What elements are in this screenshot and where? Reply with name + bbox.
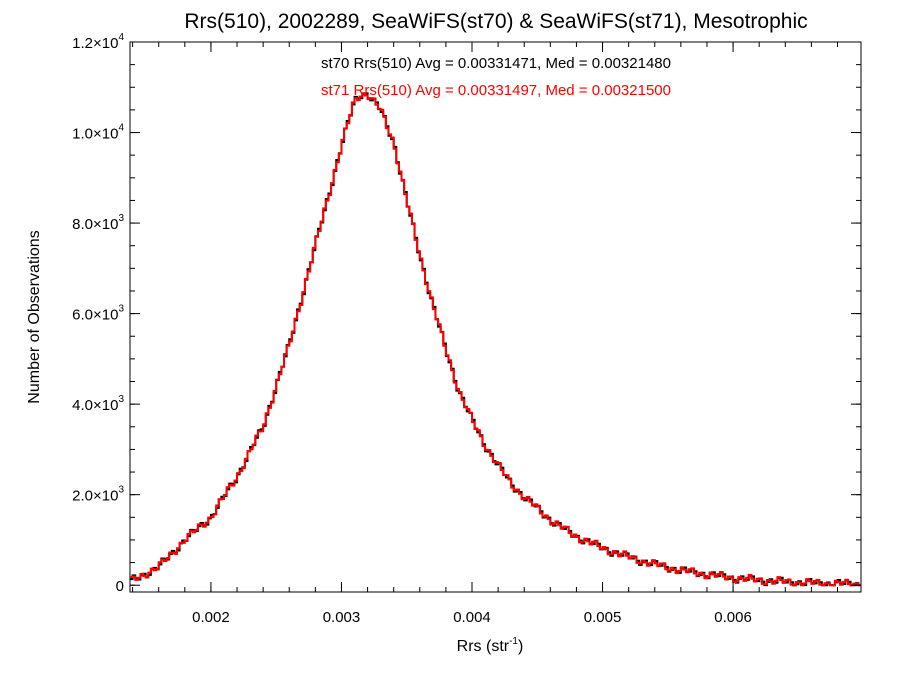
x-tick-label: 0.004 (453, 609, 491, 626)
axis-ticks: 0.002 0.003 0.004 0.005 0.006 0 2.0×103 4.0×103… (72, 32, 861, 626)
x-axis-label-text: Rrs (str (457, 638, 510, 655)
x-axis-label-sup: -1 (509, 636, 518, 647)
histogram-series-st70 (130, 92, 861, 587)
x-tick-label: 0.003 (323, 609, 361, 626)
y-tick-label: 1.0×104 (72, 123, 124, 143)
series-layer (130, 92, 861, 587)
annotation-st71: st71 Rrs(510) Avg = 0.00331497, Med = 0.… (321, 82, 671, 99)
annotation-st70: st70 Rrs(510) Avg = 0.00331471, Med = 0.… (321, 55, 671, 72)
x-tick-label: 0.006 (714, 609, 752, 626)
x-tick-label: 0.005 (584, 609, 622, 626)
y-tick-label: 8.0×103 (72, 213, 124, 233)
x-axis-label: Rrs (str-1) (457, 636, 524, 655)
x-tick-label: 0.002 (192, 609, 230, 626)
y-tick-label: 1.2×104 (72, 32, 124, 52)
histogram-series-st71 (130, 92, 861, 587)
x-axis-label-close: ) (518, 638, 523, 655)
plot-frame (129, 41, 862, 593)
y-tick-label: 0 (116, 578, 124, 595)
y-tick-label: 6.0×103 (72, 304, 124, 324)
y-tick-label: 4.0×103 (72, 394, 124, 414)
y-axis-label: Number of Observations (26, 230, 43, 403)
chart-title: Rrs(510), 2002289, SeaWiFS(st70) & SeaWi… (184, 10, 807, 33)
y-tick-label: 2.0×103 (72, 485, 124, 505)
